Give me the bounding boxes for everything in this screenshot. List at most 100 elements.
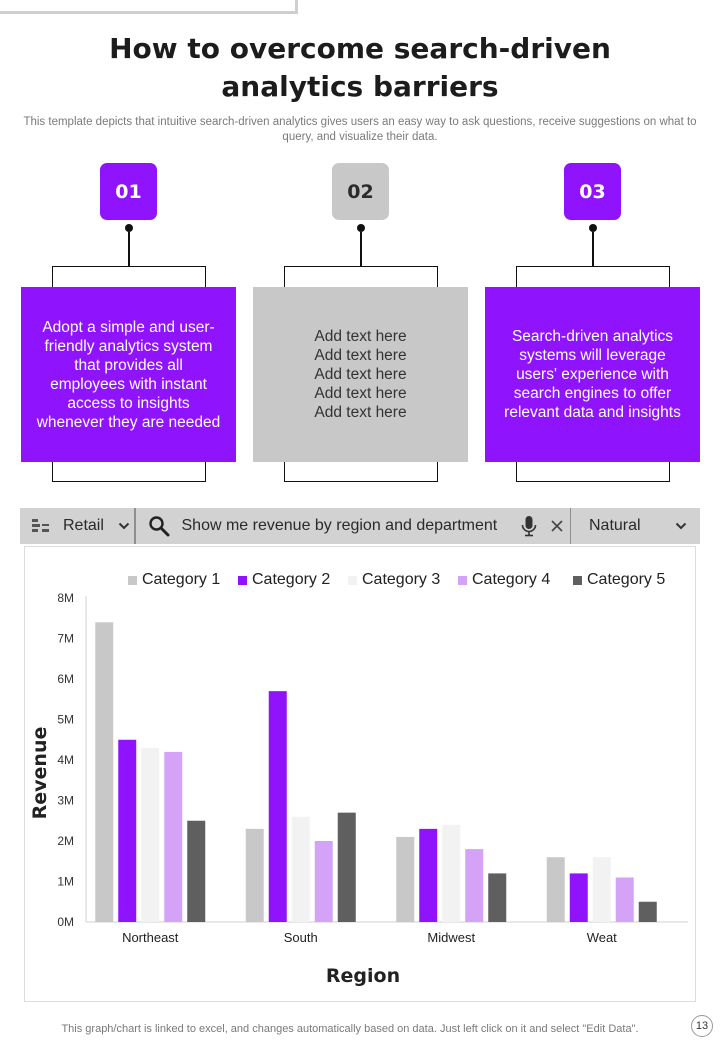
page-title: How to overcome search-driven analytics …: [0, 30, 720, 106]
dataset-dropdown[interactable]: Retail: [20, 508, 134, 544]
y-tick-label: 0M: [57, 915, 74, 929]
y-tick-label: 4M: [57, 753, 74, 767]
microphone-icon[interactable]: [520, 515, 538, 537]
legend-swatch: [128, 575, 137, 585]
search-icon: [148, 516, 169, 537]
card-line: relevant data and insights: [504, 404, 681, 421]
search-bar: Retail Show me revenue by region and dep…: [20, 508, 700, 544]
bar: [291, 816, 310, 922]
legend-item: Category 3: [348, 571, 440, 589]
legend-label: Category 1: [142, 571, 221, 588]
connector-line: [128, 232, 130, 266]
bar: [396, 836, 415, 922]
card-line: that provides all: [74, 356, 183, 374]
card-line: Add text here: [314, 328, 407, 345]
step-badge-03: 03: [564, 163, 621, 220]
bar: [569, 873, 588, 922]
step-badge-02: 02: [332, 163, 389, 220]
bar: [546, 857, 565, 922]
x-axis-title: Region: [326, 965, 400, 987]
legend-label: Category 4: [472, 571, 551, 588]
title-line-2: analytics barriers: [221, 70, 499, 103]
search-query: Show me revenue by region and department: [181, 517, 498, 534]
y-tick-label: 5M: [57, 713, 74, 727]
card-line: Add text here: [314, 347, 407, 364]
bar: [419, 828, 438, 922]
step-card-01: Adopt a simple and user- friendly analyt…: [21, 287, 236, 462]
y-tick-label: 2M: [57, 834, 74, 848]
connector-line: [592, 232, 594, 266]
legend-item: Category 2: [238, 571, 330, 589]
legend-swatch: [573, 575, 582, 585]
card-line: Add text here: [314, 404, 407, 421]
connector-dot: [125, 224, 133, 232]
step-badge-01: 01: [100, 163, 157, 220]
connector-dot: [589, 224, 597, 232]
bar: [592, 857, 611, 922]
corner-frame: [0, 0, 298, 14]
connector-dot: [357, 224, 365, 232]
bar: [638, 901, 657, 922]
legend-swatch: [238, 575, 247, 585]
title-line-1: How to overcome search-driven: [109, 32, 611, 65]
y-tick-label: 1M: [57, 875, 74, 889]
card-line: Add text here: [314, 366, 407, 383]
y-tick-label: 7M: [57, 632, 74, 646]
card-line: Adopt a simple and user-: [42, 318, 215, 336]
card-line: friendly analytics system: [44, 337, 213, 355]
step-card-02: Add text here Add text here Add text her…: [253, 287, 468, 462]
connector-line: [360, 232, 362, 266]
bar: [268, 691, 287, 922]
card-line: users' experience with: [516, 366, 669, 383]
bar: [337, 812, 356, 922]
card-line: Search-driven analytics: [511, 328, 674, 345]
footer-note: This graph/chart is linked to excel, and…: [61, 1023, 639, 1035]
card-line: access to insights: [67, 394, 190, 412]
legend-swatch: [458, 575, 467, 585]
legend-label: Category 3: [362, 571, 441, 588]
bar: [164, 751, 183, 922]
card-line: Add text here: [314, 385, 407, 402]
y-tick-label: 6M: [57, 672, 74, 686]
bar: [141, 747, 160, 922]
bar: [442, 824, 461, 922]
card-line: systems will leverage: [519, 347, 666, 364]
legend-item: Category 1: [128, 571, 220, 589]
divider: [569, 508, 571, 544]
bar: [465, 849, 484, 922]
bar: [118, 739, 137, 922]
page-subtitle: This template depicts that intuitive sea…: [23, 116, 697, 143]
close-icon[interactable]: [550, 519, 564, 533]
bar: [95, 622, 114, 922]
bar: [488, 873, 507, 922]
x-tick-label: Northeast: [122, 930, 179, 945]
y-tick-label: 8M: [57, 591, 74, 605]
chevron-down-icon: [675, 522, 686, 530]
x-tick-label: Weat: [587, 930, 617, 945]
chevron-down-icon: [118, 522, 130, 530]
chart-legend: Category 1 Category 2 Category 3 Categor…: [0, 571, 720, 591]
page-number: 13: [691, 1015, 713, 1037]
bar: [615, 877, 634, 922]
step-card-03: Search-driven analytics systems will lev…: [485, 287, 700, 462]
legend-item: Category 4: [458, 571, 550, 589]
mode-label: Natural: [589, 517, 641, 534]
mode-dropdown[interactable]: Natural: [571, 508, 699, 544]
bar: [314, 841, 333, 922]
legend-label: Category 2: [252, 571, 331, 588]
card-line: employees with instant: [50, 375, 207, 393]
y-tick-label: 3M: [57, 794, 74, 808]
x-tick-label: South: [284, 930, 318, 945]
bar: [187, 820, 206, 922]
search-input[interactable]: Show me revenue by region and department: [136, 508, 570, 544]
legend-swatch: [348, 575, 357, 585]
dataset-label: Retail: [63, 517, 104, 534]
dataset-icon: [32, 519, 49, 532]
legend-item: Category 5: [573, 571, 665, 589]
divider: [134, 508, 136, 544]
legend-label: Category 5: [587, 571, 666, 588]
card-line: search engines to offer: [513, 385, 672, 402]
x-tick-label: Midwest: [427, 930, 475, 945]
bar: [245, 828, 264, 922]
